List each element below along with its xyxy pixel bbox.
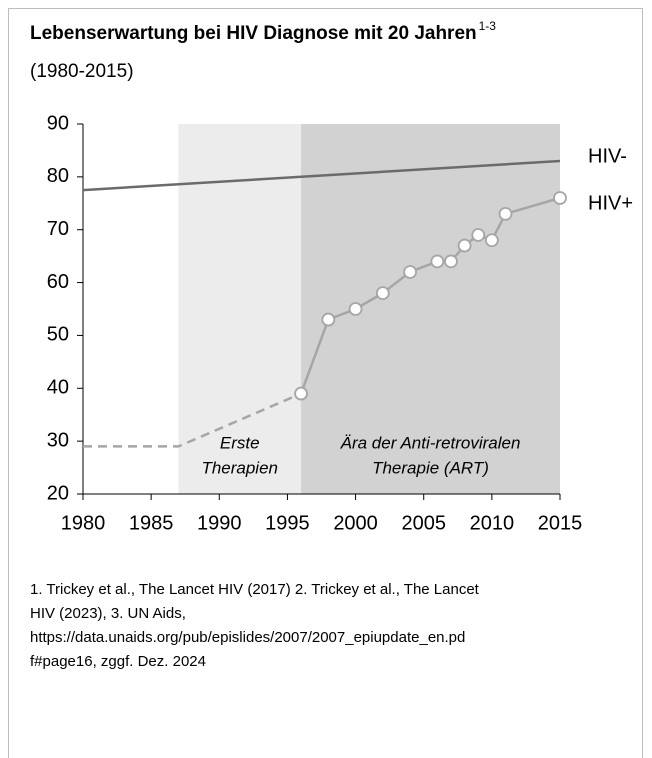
chart-title: Lebenserwartung bei HIV Diagnose mit 20 …	[30, 19, 496, 44]
point	[498, 206, 513, 221]
chart-subtitle: (1980-2015)	[30, 61, 134, 82]
x-tick-label: 1995	[265, 512, 310, 534]
point	[403, 265, 417, 279]
point	[457, 238, 472, 253]
x-tick-label: 2015	[538, 512, 583, 534]
point	[348, 302, 363, 316]
x-tick-label: 1990	[197, 512, 242, 534]
point	[321, 312, 336, 327]
x-tick-label: 1985	[129, 512, 174, 534]
region	[301, 124, 560, 494]
x-tick-label: 2000	[333, 512, 378, 534]
point	[553, 191, 567, 205]
point	[294, 386, 308, 401]
region-label: Ära der Anti-retroviralen	[340, 433, 521, 452]
footnote: HIV (2023), 3. UN Aids,	[30, 605, 186, 622]
series-line	[83, 392, 302, 448]
region	[178, 124, 302, 494]
series-label: HIV-	[588, 145, 627, 167]
x-tick-label: 2005	[401, 512, 446, 534]
footnote: f#page16, zggf. Dez. 2024	[30, 653, 206, 670]
point	[375, 286, 390, 301]
y-tick-label: 60	[47, 271, 69, 293]
point	[430, 254, 445, 269]
y-tick-label: 70	[47, 218, 69, 240]
footnote: 1. Trickey et al., The Lancet HIV (2017)…	[30, 581, 480, 598]
x-tick-label: 1980	[61, 512, 106, 534]
x-tick-label: 2010	[470, 512, 515, 534]
y-tick-label: 20	[47, 482, 69, 504]
region-label: Therapien	[201, 458, 278, 477]
region-label: Erste	[220, 433, 260, 452]
y-tick-label: 30	[47, 429, 69, 451]
y-tick-label: 40	[47, 377, 69, 399]
y-tick-label: 50	[47, 324, 69, 346]
point	[444, 254, 458, 269]
title-text: Lebenserwartung bei HIV Diagnose mit 20 …	[30, 23, 477, 44]
frame	[8, 8, 643, 758]
y-tick-label: 90	[47, 112, 69, 134]
point	[471, 228, 486, 242]
series-line	[82, 159, 561, 192]
series-label: HIV+	[588, 192, 633, 214]
y-tick-label: 80	[47, 165, 69, 187]
footnote: https://data.unaids.org/pub/epislides/20…	[30, 629, 465, 646]
region-label: Therapie (ART)	[372, 458, 489, 477]
plot: Erste Therapien Ära der Anti-retroviralen T…	[47, 112, 633, 534]
point	[484, 233, 499, 248]
title-superscript: 1-3	[479, 19, 497, 33]
